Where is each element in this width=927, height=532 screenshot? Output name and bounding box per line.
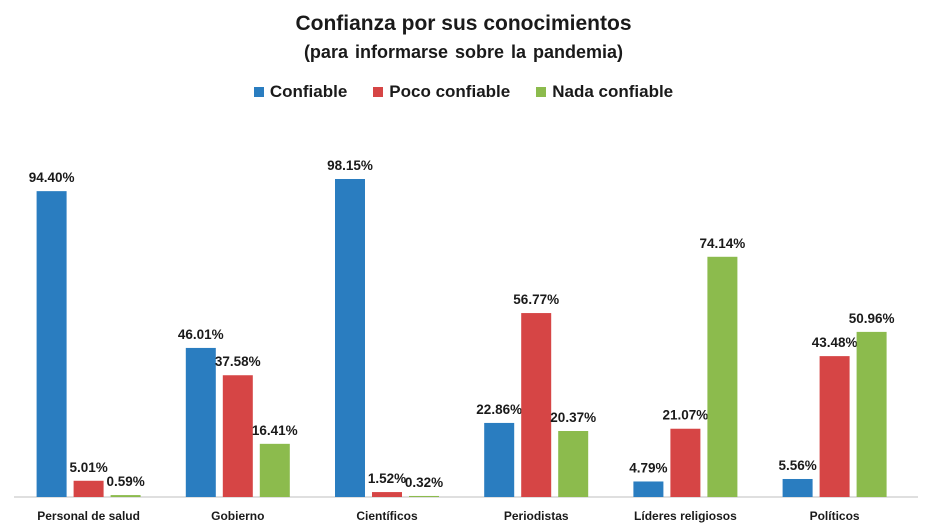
data-label-confiable-politicos: 5.56% (778, 458, 816, 473)
bar-poco-confiable-cientificos (372, 492, 402, 497)
data-label-poco-confiable-personal-de-salud: 5.01% (69, 460, 107, 475)
bar-poco-confiable-periodistas (521, 313, 552, 497)
data-label-confiable-lideres-religiosos: 4.79% (629, 460, 667, 475)
bar-nada-confiable-cientificos (409, 495, 439, 497)
bar-nada-confiable-personal-de-salud (110, 495, 141, 497)
legend-label-confiable: Confiable (269, 82, 348, 101)
data-label-confiable-cientificos: 98.15% (327, 158, 373, 173)
data-label-poco-confiable-cientificos: 1.52% (368, 471, 406, 486)
data-label-poco-confiable-politicos: 43.48% (812, 335, 858, 350)
legend-swatch-confiable (253, 87, 264, 97)
legend-label-nada-confiable: Nada confiable (552, 82, 674, 101)
bar-confiable-lideres-religiosos (633, 481, 664, 497)
x-tick-label-personal-de-salud: Personal de salud (37, 509, 140, 523)
data-label-nada-confiable-personal-de-salud: 0.59% (106, 474, 144, 489)
chart-legend: Confiable Poco confiable Nada confiable (0, 82, 927, 102)
x-tick-label-gobierno: Gobierno (211, 509, 264, 523)
x-tick-label-politicos: Políticos (810, 509, 860, 523)
legend-item-confiable: Confiable (253, 82, 348, 102)
bar-nada-confiable-gobierno (259, 443, 290, 497)
legend-swatch-nada-confiable (536, 87, 547, 97)
bar-poco-confiable-politicos (819, 356, 850, 497)
data-label-nada-confiable-periodistas: 20.37% (550, 410, 596, 425)
data-label-confiable-periodistas: 22.86% (476, 402, 522, 417)
bar-nada-confiable-lideres-religiosos (707, 256, 738, 497)
chart-subtitle: (para informarse sobre la pandemia) (303, 42, 624, 62)
x-tick-label-cientificos: Científicos (356, 509, 418, 523)
legend-item-nada-confiable: Nada confiable (536, 82, 673, 102)
bar-poco-confiable-gobierno (222, 375, 253, 497)
legend-label-poco-confiable: Poco confiable (389, 82, 511, 101)
x-tick-label-periodistas: Periodistas (504, 509, 569, 523)
bar-confiable-personal-de-salud (36, 191, 67, 498)
legend-item-poco-confiable: Poco confiable (373, 82, 510, 102)
data-label-poco-confiable-periodistas: 56.77% (513, 292, 559, 307)
bar-nada-confiable-periodistas (558, 431, 589, 497)
bar-confiable-cientificos (335, 178, 365, 497)
x-tick-label-lideres-religiosos: Líderes religiosos (634, 509, 737, 523)
bar-poco-confiable-lideres-religiosos (670, 428, 701, 497)
data-label-confiable-gobierno: 46.01% (178, 327, 224, 342)
bar-poco-confiable-personal-de-salud (73, 480, 104, 497)
data-label-poco-confiable-lideres-religiosos: 21.07% (663, 408, 709, 423)
bar-nada-confiable-politicos (856, 331, 887, 497)
data-label-nada-confiable-lideres-religiosos: 74.14% (700, 236, 746, 251)
data-label-nada-confiable-cientificos: 0.32% (405, 475, 443, 490)
chart-title: Confianza por sus conocimientos (295, 12, 632, 35)
bar-confiable-periodistas (484, 422, 515, 497)
bar-confiable-gobierno (185, 347, 216, 497)
bar-confiable-politicos (782, 478, 813, 497)
data-label-nada-confiable-gobierno: 16.41% (252, 423, 298, 438)
data-label-nada-confiable-politicos: 50.96% (849, 311, 895, 326)
data-label-confiable-personal-de-salud: 94.40% (29, 170, 75, 185)
legend-swatch-poco-confiable (373, 87, 384, 97)
data-label-poco-confiable-gobierno: 37.58% (215, 354, 261, 369)
